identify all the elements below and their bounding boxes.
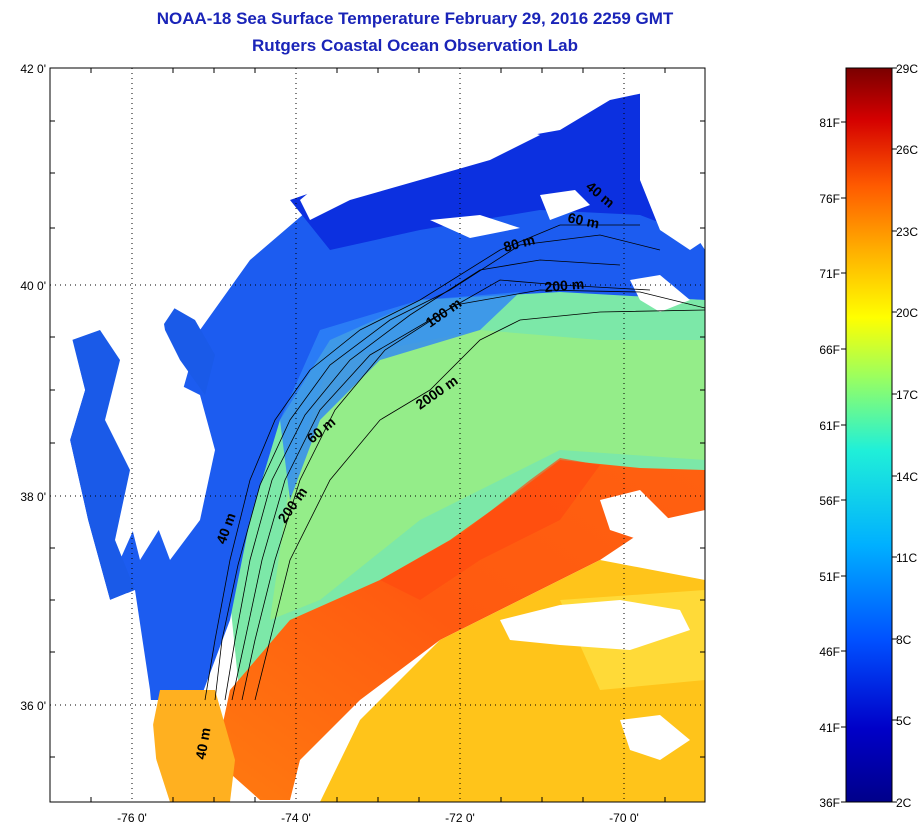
lon-tick-label: -74 0' [281, 811, 311, 825]
colorbar-celsius-label: 11C [896, 551, 917, 565]
graticule [50, 68, 705, 802]
sst-image: 40 m 60 m 80 m 100 m 200 m 2000 m 60 m 4… [50, 68, 705, 802]
colorbar-celsius-label: 2C [896, 796, 912, 810]
colorbar-fahrenheit-label: 66F [819, 343, 840, 357]
isobath-lines [204, 224, 705, 701]
colorbar-ramp [845, 67, 893, 803]
lat-tick-label: 38 0' [20, 490, 46, 504]
colorbar-celsius-label: 17C [896, 388, 918, 402]
lon-tick-label: -76 0' [117, 811, 147, 825]
lat-tick-label: 42 0' [20, 62, 46, 76]
colorbar-celsius-label: 8C [896, 633, 912, 647]
lat-tick-label: 40 0' [20, 279, 46, 293]
isobath-label: 40 m [192, 726, 213, 760]
isobath-label: 200 m [544, 276, 585, 295]
colorbar-fahrenheit-label: 81F [819, 116, 840, 130]
colorbar-fahrenheit-label: 71F [819, 267, 840, 281]
colorbar-fahrenheit-label: 76F [819, 192, 840, 206]
colorbar: 29C 26C 23C 20C 17C 14C 11C 8C 5C 2C 81F… [819, 62, 918, 810]
lat-tick-label: 36 0' [20, 699, 46, 713]
colorbar-celsius-label: 20C [896, 306, 918, 320]
isobath-label: 80 m [502, 231, 537, 255]
colorbar-celsius-label: 29C [896, 62, 918, 76]
colorbar-celsius-label: 26C [896, 143, 918, 157]
colorbar-fahrenheit-label: 36F [819, 796, 840, 810]
colorbar-fahrenheit-label: 46F [819, 645, 840, 659]
colorbar-fahrenheit-label: 61F [819, 419, 840, 433]
lon-tick-label: -70 0' [609, 811, 639, 825]
colorbar-fahrenheit-label: 51F [819, 570, 840, 584]
map-title: NOAA-18 Sea Surface Temperature February… [156, 9, 674, 28]
isobath-label: 60 m [566, 209, 601, 231]
lon-tick-label: -72 0' [445, 811, 475, 825]
colorbar-fahrenheit-label: 41F [819, 721, 840, 735]
map-subtitle: Rutgers Coastal Ocean Observation Lab [252, 36, 578, 55]
colorbar-fahrenheit-label: 56F [819, 494, 840, 508]
minor-ticks [50, 68, 705, 802]
colorbar-celsius-label: 14C [896, 470, 918, 484]
colorbar-celsius-label: 5C [896, 714, 912, 728]
colorbar-celsius-label: 23C [896, 225, 918, 239]
